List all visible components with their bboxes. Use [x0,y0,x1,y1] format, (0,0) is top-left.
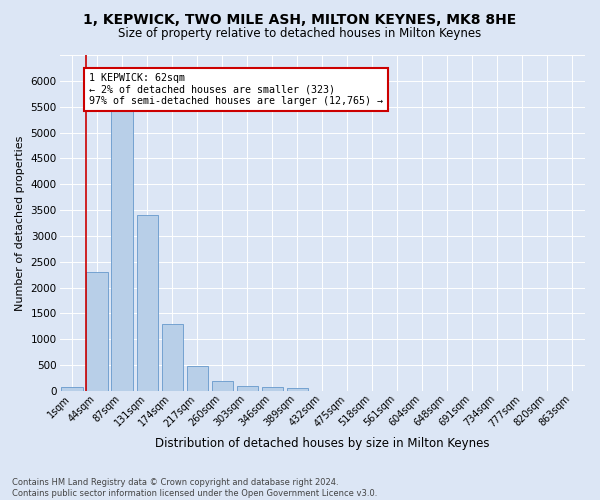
Bar [161,324,183,391]
Bar [137,215,158,391]
Bar [212,380,233,391]
Bar [236,386,258,391]
Text: 1 KEPWICK: 62sqm
← 2% of detached houses are smaller (323)
97% of semi-detached : 1 KEPWICK: 62sqm ← 2% of detached houses… [89,73,383,106]
Bar [262,388,283,391]
Bar [187,366,208,391]
Text: Size of property relative to detached houses in Milton Keynes: Size of property relative to detached ho… [118,28,482,40]
Bar [86,272,108,391]
Bar [61,387,83,391]
X-axis label: Distribution of detached houses by size in Milton Keynes: Distribution of detached houses by size … [155,437,490,450]
Text: 1, KEPWICK, TWO MILE ASH, MILTON KEYNES, MK8 8HE: 1, KEPWICK, TWO MILE ASH, MILTON KEYNES,… [83,12,517,26]
Text: Contains HM Land Registry data © Crown copyright and database right 2024.
Contai: Contains HM Land Registry data © Crown c… [12,478,377,498]
Bar [112,110,133,391]
Bar [287,388,308,391]
Y-axis label: Number of detached properties: Number of detached properties [15,136,25,310]
